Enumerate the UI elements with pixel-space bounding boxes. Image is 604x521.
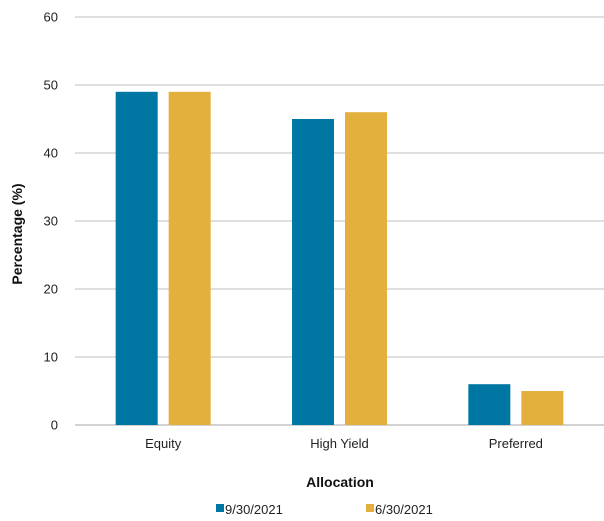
bar-high-yield-series-2 bbox=[345, 112, 387, 425]
gridlines bbox=[75, 16, 604, 426]
y-tick-label: 10 bbox=[44, 350, 58, 365]
bar-preferred-series-1 bbox=[468, 384, 511, 425]
x-axis-ticks: Equity High Yield Preferred bbox=[145, 436, 543, 451]
bar-equity-series-1 bbox=[115, 91, 158, 426]
x-tick-label: Preferred bbox=[489, 436, 543, 451]
y-axis-title: Percentage (%) bbox=[9, 183, 25, 284]
y-tick-label: 50 bbox=[44, 78, 58, 93]
x-tick-label: Equity bbox=[145, 436, 182, 451]
bars bbox=[115, 91, 564, 426]
bar-equity-series-2 bbox=[168, 91, 211, 426]
y-tick-label: 0 bbox=[51, 418, 58, 433]
legend-swatch bbox=[216, 504, 224, 512]
legend-label: 6/30/2021 bbox=[375, 502, 433, 517]
y-axis-ticks: 0 10 20 30 40 50 60 bbox=[44, 10, 58, 433]
legend: 9/30/2021 6/30/2021 bbox=[216, 502, 433, 517]
bar-preferred-series-2 bbox=[521, 391, 564, 425]
y-tick-label: 30 bbox=[44, 214, 58, 229]
x-tick-label: High Yield bbox=[310, 436, 369, 451]
bar-high-yield-series-1 bbox=[292, 119, 334, 425]
legend-label: 9/30/2021 bbox=[225, 502, 283, 517]
y-tick-label: 40 bbox=[44, 146, 58, 161]
legend-swatch bbox=[366, 504, 374, 512]
y-tick-label: 60 bbox=[44, 10, 58, 25]
y-tick-label: 20 bbox=[44, 282, 58, 297]
x-axis-title: Allocation bbox=[306, 474, 374, 490]
